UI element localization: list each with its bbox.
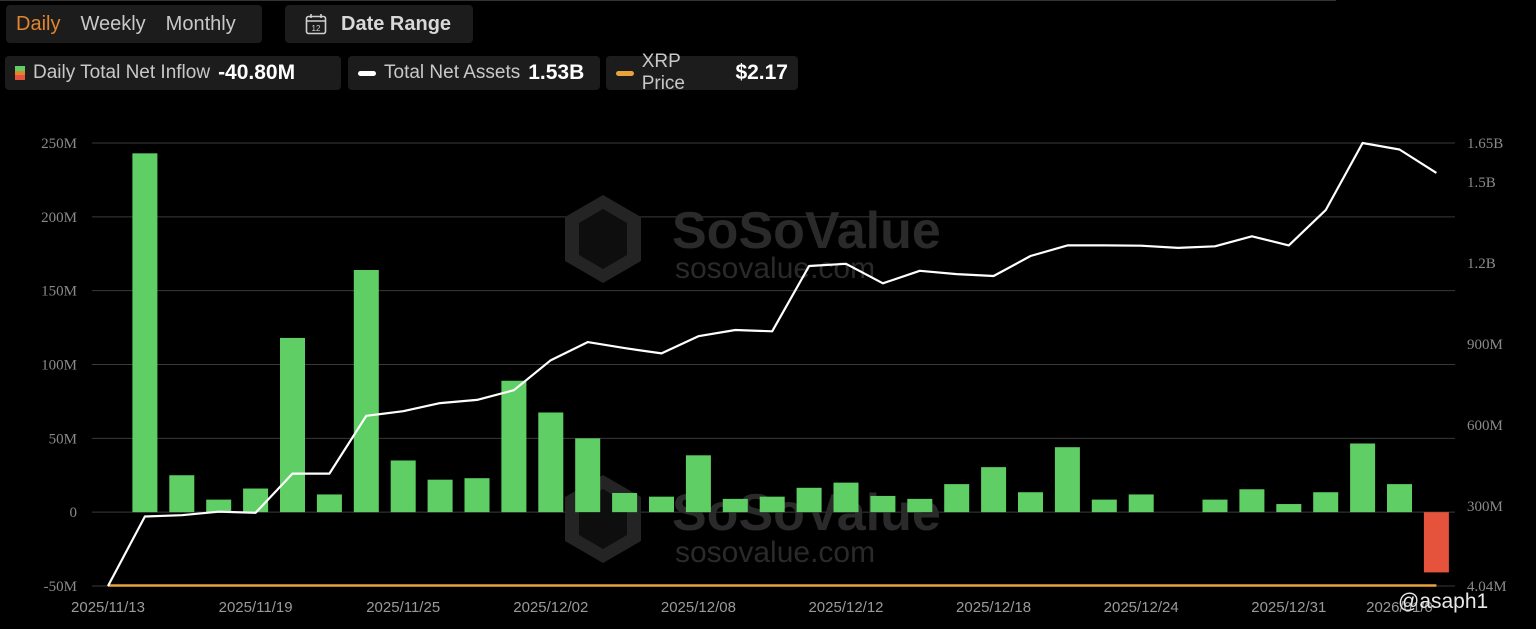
x-tick-label: 2025/12/31	[1251, 599, 1326, 616]
legend-net-inflow-value: -40.80M	[218, 61, 296, 84]
left-tick-label: 200M	[41, 210, 77, 226]
inflow-bar[interactable]	[132, 153, 158, 513]
right-tick-label: 900M	[1467, 337, 1503, 353]
tab-monthly[interactable]: Monthly	[165, 12, 236, 35]
inflow-bar[interactable]	[649, 496, 674, 513]
inflow-bar[interactable]	[464, 478, 490, 513]
line-swatch-icon	[616, 70, 634, 76]
inflow-bar[interactable]	[870, 495, 896, 513]
inflow-bar[interactable]	[685, 455, 711, 513]
left-tick-label: 0	[70, 505, 78, 521]
left-tick-label: 250M	[41, 136, 77, 152]
right-tick-label: 1.5B	[1467, 175, 1496, 191]
inflow-bar[interactable]	[944, 484, 970, 513]
right-tick-label: 4.04M	[1467, 579, 1507, 595]
top-divider	[0, 0, 1336, 1]
inflow-bar[interactable]	[538, 412, 564, 513]
inflow-bar[interactable]	[796, 487, 822, 513]
right-tick-label: 300M	[1467, 499, 1503, 515]
inflow-bar[interactable]	[1091, 499, 1117, 513]
inflow-bar[interactable]	[1202, 499, 1228, 513]
legend-xrp-price[interactable]: XRP Price $2.17	[606, 51, 798, 94]
bar-swatch-icon	[15, 66, 25, 81]
inflow-bar[interactable]	[1423, 512, 1449, 573]
x-tick-label: 2025/12/08	[661, 599, 736, 616]
sosovalue-watermark-top: SoSoValue sosovalue.com	[565, 195, 941, 285]
legend-xrp-price-name: XRP Price	[641, 51, 685, 94]
inflow-bar[interactable]	[316, 494, 342, 513]
author-credit: @asaph1	[1398, 590, 1489, 613]
x-tick-label: 2026/01/0	[1366, 599, 1433, 616]
left-tick-label: 50M	[49, 431, 77, 447]
inflow-bar[interactable]	[722, 498, 748, 513]
inflow-bar[interactable]	[501, 380, 527, 513]
left-tick-label: -50M	[44, 579, 77, 595]
tab-daily[interactable]: Daily	[16, 12, 61, 35]
legend-net-inflow[interactable]: Daily Total Net Inflow -40.80M	[5, 56, 341, 90]
x-tick-label: 2025/12/24	[1104, 599, 1179, 616]
right-axis: 1.65B 1.5B 1.2B 900M 600M 300M 4.04M	[1467, 136, 1507, 595]
inflow-bar[interactable]	[981, 467, 1007, 513]
inflow-bar[interactable]	[1350, 443, 1376, 513]
period-tabs: Daily Weekly Monthly	[6, 5, 262, 43]
left-tick-label: 150M	[41, 284, 77, 300]
inflow-bar[interactable]	[206, 499, 232, 513]
inflow-bar[interactable]	[907, 498, 933, 513]
inflow-bar[interactable]	[1239, 489, 1265, 513]
left-tick-label: 100M	[41, 358, 77, 374]
x-tick-label: 2025/12/02	[513, 599, 588, 616]
inflow-bar[interactable]	[390, 460, 416, 513]
calendar-icon: 12	[305, 13, 327, 35]
line-swatch-icon	[358, 70, 376, 76]
inflow-bar[interactable]	[575, 438, 601, 513]
legend-total-net-assets-name: Total Net Assets	[384, 62, 521, 83]
date-range-label: Date Range	[341, 12, 452, 35]
inflow-bar[interactable]	[833, 482, 859, 513]
inflow-bar[interactable]	[427, 479, 453, 513]
x-tick-label: 2025/12/18	[956, 599, 1031, 616]
calendar-icon-day: 12	[312, 24, 321, 33]
inflow-bar[interactable]	[1387, 484, 1412, 513]
date-range-button[interactable]: 12 Date Range	[285, 5, 473, 43]
watermark-url-bottom: sosovalue.com	[675, 536, 875, 569]
legend-net-inflow-name: Daily Total Net Inflow	[33, 62, 211, 83]
inflow-bar[interactable]	[1313, 492, 1339, 513]
inflow-bar[interactable]	[1276, 504, 1302, 513]
x-tick-label: 2025/11/19	[219, 599, 293, 616]
inflow-bar[interactable]	[353, 269, 379, 513]
watermark-brand-top: SoSoValue	[672, 202, 941, 260]
inflow-bar[interactable]	[1128, 494, 1154, 513]
x-tick-label: 2025/12/12	[808, 599, 883, 616]
right-tick-label: 600M	[1467, 418, 1503, 434]
inflow-bar[interactable]	[243, 488, 269, 513]
right-tick-label: 1.2B	[1467, 256, 1496, 272]
legend-total-net-assets-value: 1.53B	[528, 61, 585, 84]
inflow-bar[interactable]	[1054, 447, 1080, 513]
x-tick-label: 2025/11/25	[366, 599, 440, 616]
inflow-bar[interactable]	[280, 337, 305, 513]
left-axis: 250M 200M 150M 100M 50M 0 -50M	[41, 136, 77, 595]
x-axis: 2025/11/13 2025/11/19 2025/11/25 2025/12/02…	[71, 599, 1433, 616]
inflow-bar[interactable]	[612, 492, 638, 513]
inflow-bars	[132, 153, 1449, 573]
inflow-bar[interactable]	[169, 475, 195, 513]
legend-xrp-price-value: $2.17	[735, 61, 788, 84]
legend-total-net-assets[interactable]: Total Net Assets 1.53B	[348, 56, 600, 90]
x-tick-label: 2025/11/13	[71, 599, 145, 616]
total-net-assets-line	[107, 141, 1437, 587]
inflow-bar[interactable]	[759, 496, 785, 513]
chart-lines	[107, 141, 1437, 587]
tab-weekly[interactable]: Weekly	[80, 12, 146, 35]
right-tick-label: 1.65B	[1467, 136, 1503, 152]
sosovalue-watermark-bottom: SoSoValue sosovalue.com	[565, 475, 941, 569]
inflow-bar[interactable]	[1018, 492, 1043, 513]
watermark-url-top: sosovalue.com	[675, 252, 875, 285]
